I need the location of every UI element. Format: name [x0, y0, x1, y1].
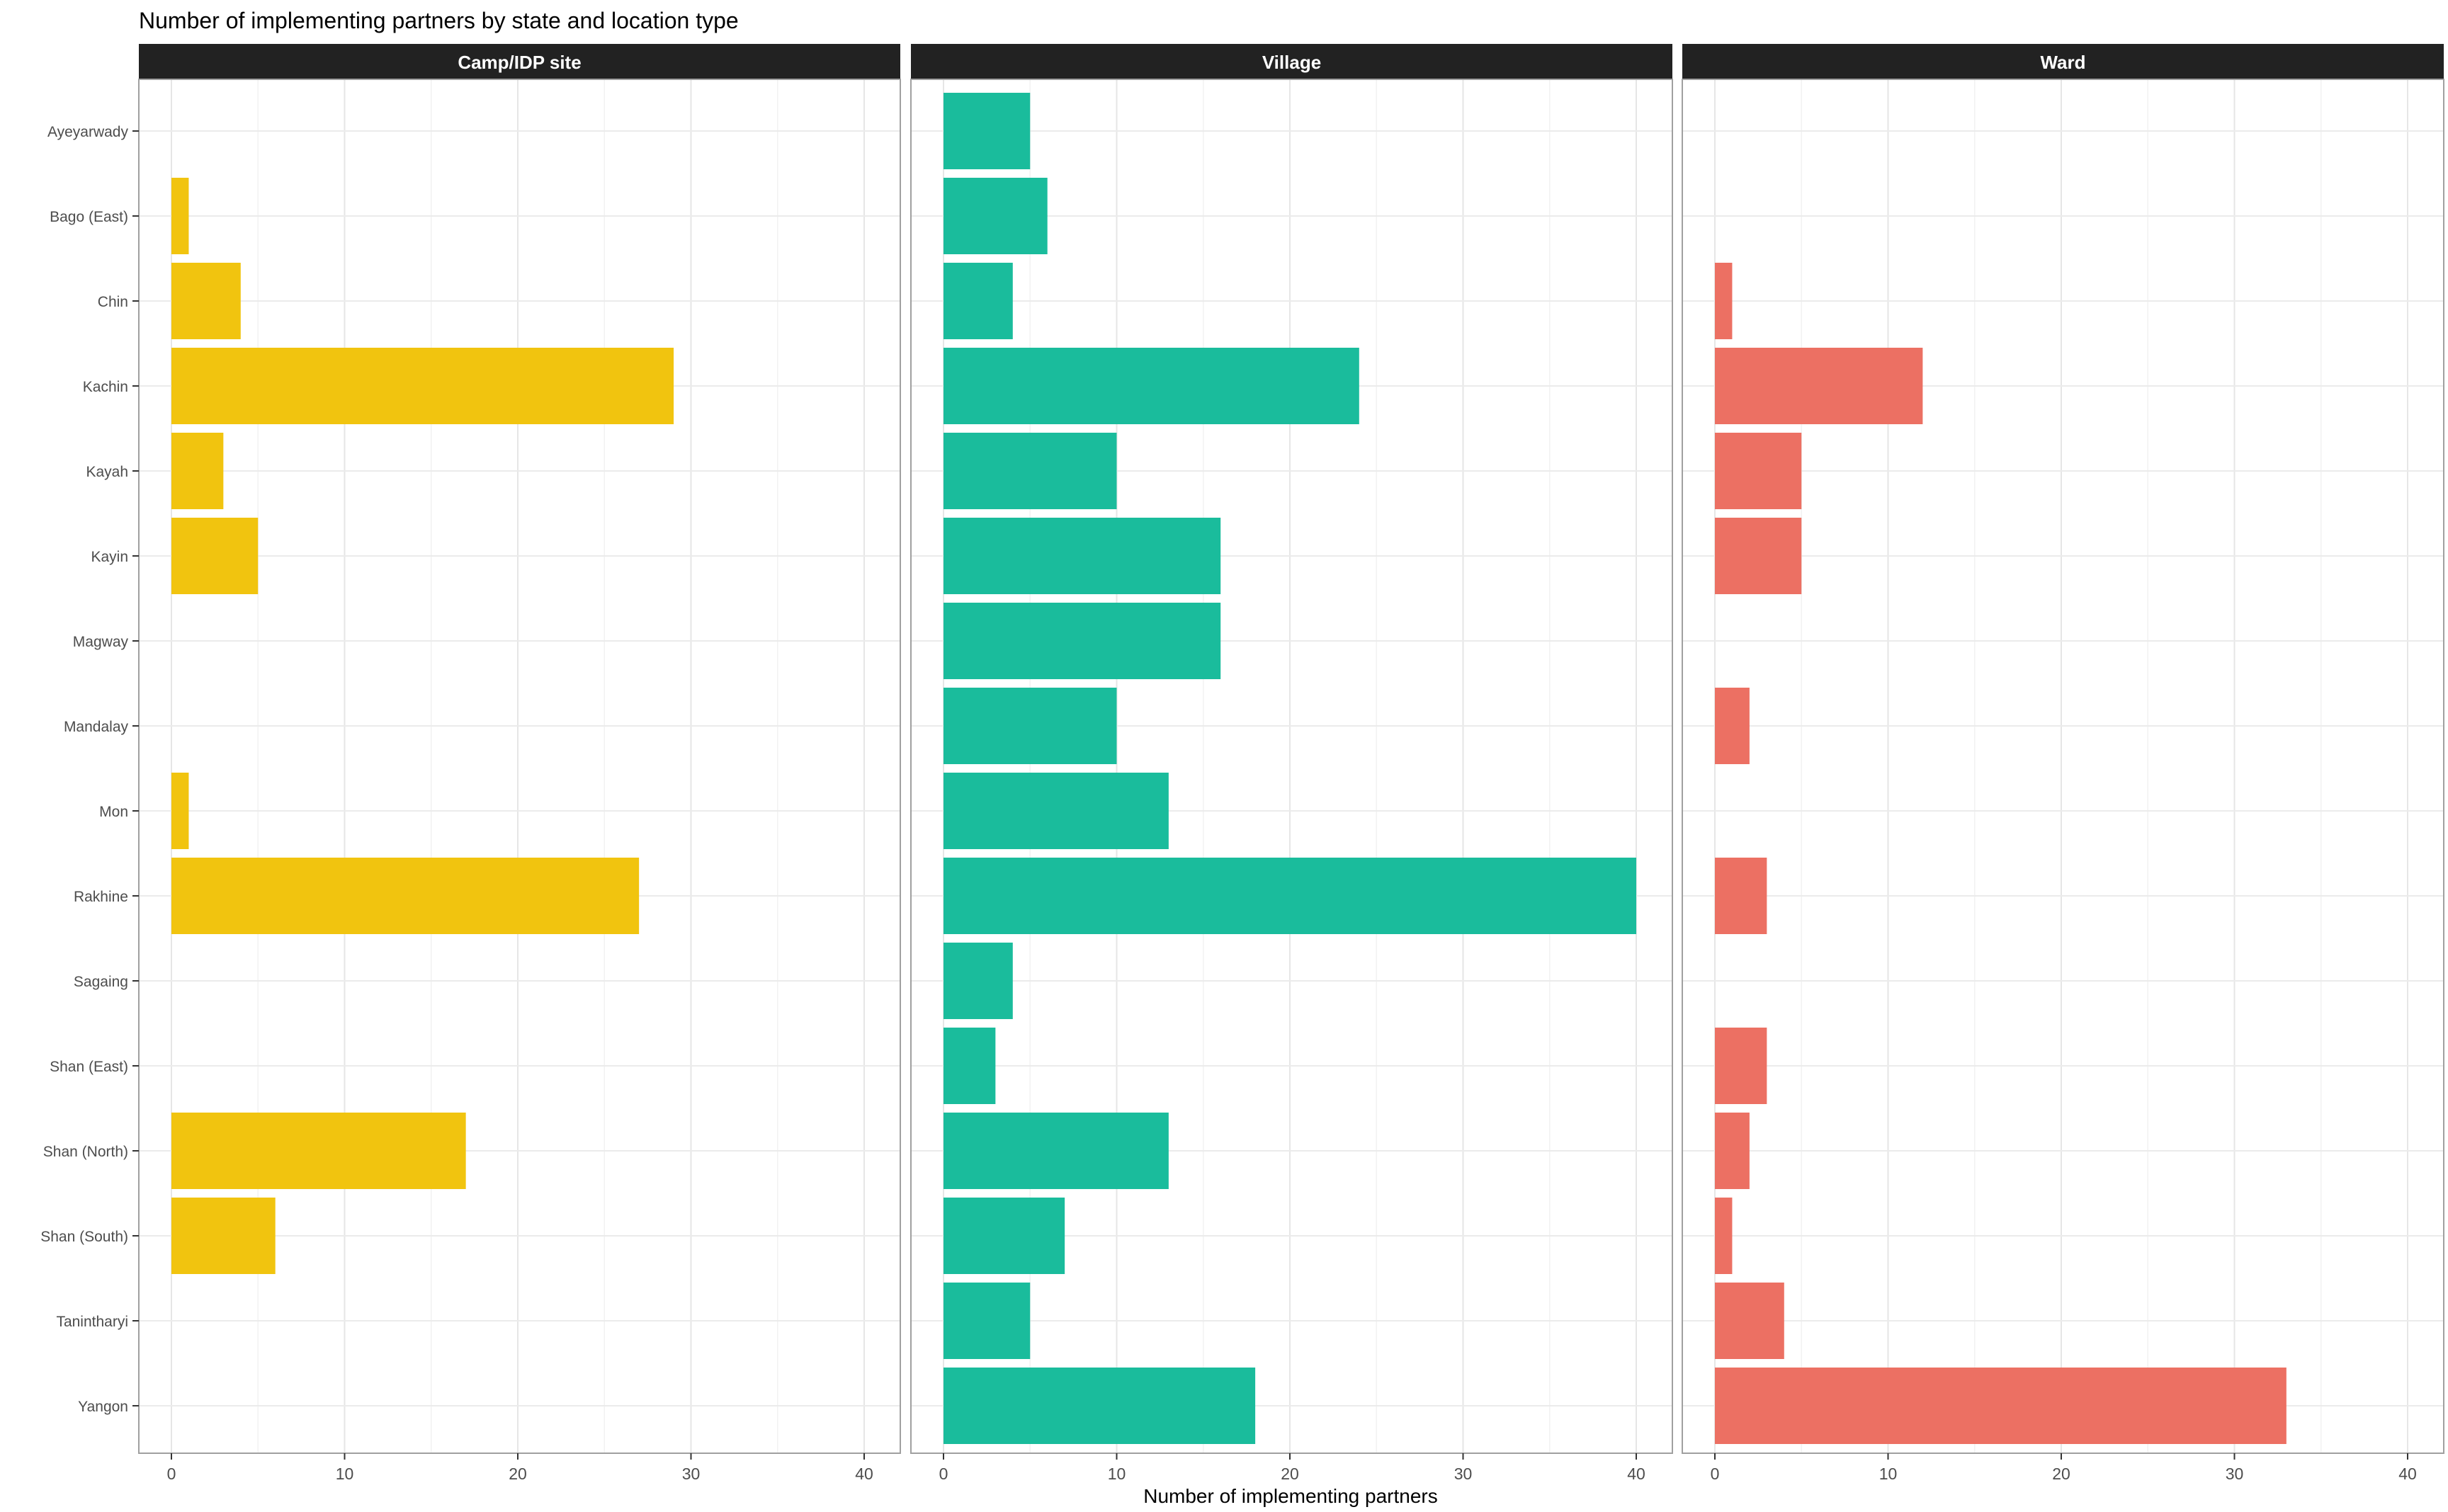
bar-village: [944, 433, 1117, 509]
panel-frame: [1682, 79, 2444, 1454]
category-label: Kayin: [91, 549, 128, 565]
category-label: Mon: [99, 804, 128, 820]
bar-camp-idp-site: [171, 518, 259, 594]
facet-strip-ward: [1682, 44, 2444, 79]
bar-village: [944, 518, 1221, 594]
bar-ward: [1715, 1028, 1767, 1104]
x-tick-label: 30: [2226, 1465, 2244, 1483]
bar-village: [944, 263, 1013, 339]
facet-strip-label: Camp/IDP site: [458, 52, 581, 73]
category-label: Shan (North): [43, 1144, 128, 1160]
bar-village: [944, 858, 1636, 934]
chart-title: Number of implementing partners by state…: [139, 8, 739, 33]
bar-camp-idp-site: [171, 263, 241, 339]
bar-ward: [1715, 433, 1802, 509]
bar-village: [944, 1283, 1031, 1359]
x-tick-label: 0: [167, 1465, 176, 1483]
x-tick-label: 20: [2052, 1465, 2070, 1483]
bar-village: [944, 348, 1359, 424]
x-axis-title: Number of implementing partners: [1143, 1485, 1438, 1507]
x-tick-label: 20: [1281, 1465, 1299, 1483]
bar-ward: [1715, 858, 1767, 934]
panel-border: [138, 79, 901, 1454]
category-label: Tanintharyi: [56, 1314, 128, 1330]
category-label: Kachin: [83, 379, 128, 395]
category-label: Sagaing: [74, 974, 128, 990]
category-label: Kayah: [86, 464, 128, 480]
bar-camp-idp-site: [171, 1113, 466, 1189]
bar-village: [944, 93, 1031, 169]
x-tick-label: 40: [1627, 1465, 1645, 1483]
facet-strip-camp-idp-site: [139, 44, 900, 79]
bar-ward: [1715, 518, 1802, 594]
bar-village: [944, 1368, 1256, 1444]
panel-village: Village 0 10 20 30 40: [910, 44, 1673, 1483]
category-label: Rakhine: [74, 889, 128, 905]
bar-village: [944, 688, 1117, 764]
panel-border: [910, 79, 1673, 1454]
x-tick-label: 30: [1454, 1465, 1473, 1483]
panel-camp-idp-site: Camp/IDP site 0 10 20 30 40: [138, 44, 901, 1483]
category-label: Ayeyarwady: [47, 124, 129, 140]
facet-strip-village: [911, 44, 1672, 79]
facet-strip-label: Ward: [2040, 52, 2085, 73]
bar-ward: [1715, 263, 1733, 339]
category-label: Yangon: [78, 1399, 128, 1415]
x-tick-label: 10: [1879, 1465, 1898, 1483]
category-label: Magway: [73, 634, 129, 650]
category-label: Mandalay: [64, 719, 129, 735]
bar-camp-idp-site: [171, 178, 189, 254]
x-tick-label: 10: [1108, 1465, 1126, 1483]
bar-village: [944, 1113, 1169, 1189]
panel-ward: Ward 0 10 20 30 40: [1682, 44, 2444, 1483]
x-tick-label: 40: [2398, 1465, 2417, 1483]
bar-village: [944, 178, 1048, 254]
category-label: Shan (South): [40, 1229, 128, 1245]
bar-camp-idp-site: [171, 1198, 276, 1274]
bar-ward: [1715, 688, 1750, 764]
category-axis-labels: Ayeyarwady Bago (East) Chin Kachin Kayah Kayi…: [40, 124, 139, 1415]
bar-village: [944, 1028, 996, 1104]
bar-village: [944, 943, 1013, 1019]
x-tick-label: 0: [939, 1465, 948, 1483]
panel-border: [1682, 79, 2444, 1454]
bar-ward: [1715, 1283, 1784, 1359]
category-label: Chin: [98, 294, 128, 310]
bar-ward: [1715, 348, 1923, 424]
facet-strip-label: Village: [1262, 52, 1321, 73]
x-tick-label: 30: [682, 1465, 701, 1483]
bar-village: [944, 773, 1169, 849]
bar-camp-idp-site: [171, 773, 189, 849]
x-tick-label: 0: [1711, 1465, 1720, 1483]
bar-ward: [1715, 1198, 1733, 1274]
x-tick-label: 40: [855, 1465, 873, 1483]
bar-village: [944, 603, 1221, 679]
bar-ward: [1715, 1113, 1750, 1189]
bar-camp-idp-site: [171, 348, 674, 424]
bar-camp-idp-site: [171, 433, 224, 509]
bar-ward: [1715, 1368, 2286, 1444]
x-tick-label: 20: [509, 1465, 527, 1483]
category-label: Bago (East): [50, 209, 128, 225]
x-tick-label: 10: [336, 1465, 354, 1483]
bar-camp-idp-site: [171, 858, 640, 934]
bar-village: [944, 1198, 1065, 1274]
category-label: Shan (East): [50, 1059, 128, 1075]
